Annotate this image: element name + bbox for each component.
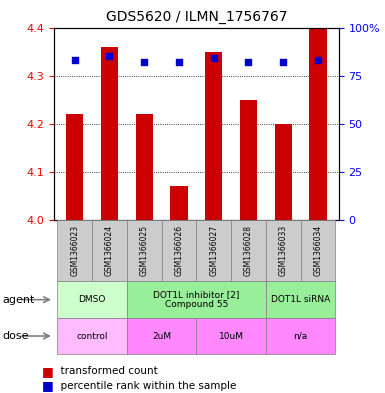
Text: GSM1366034: GSM1366034 — [313, 225, 323, 276]
Text: GSM1366026: GSM1366026 — [174, 225, 184, 276]
Bar — [57, 318, 127, 354]
Bar — [127, 318, 196, 354]
Text: ■: ■ — [42, 379, 54, 393]
Bar — [266, 220, 301, 281]
Bar — [170, 186, 187, 220]
Point — [72, 57, 78, 63]
Text: GSM1366024: GSM1366024 — [105, 225, 114, 276]
Bar — [301, 220, 335, 281]
Text: percentile rank within the sample: percentile rank within the sample — [54, 381, 236, 391]
Point — [280, 59, 286, 65]
Bar — [266, 318, 335, 354]
Point — [211, 55, 217, 61]
Bar — [196, 318, 266, 354]
Text: DOT1L inhibitor [2]
Compound 55: DOT1L inhibitor [2] Compound 55 — [153, 290, 239, 309]
Bar — [309, 28, 326, 220]
Bar — [266, 281, 335, 318]
Point — [141, 59, 147, 65]
Text: 2uM: 2uM — [152, 332, 171, 340]
Text: GSM1366023: GSM1366023 — [70, 225, 79, 276]
Text: GSM1366028: GSM1366028 — [244, 225, 253, 276]
Point — [106, 53, 112, 59]
Text: GSM1366033: GSM1366033 — [279, 225, 288, 276]
Text: GSM1366027: GSM1366027 — [209, 225, 218, 276]
Text: DOT1L siRNA: DOT1L siRNA — [271, 295, 330, 304]
Text: ■: ■ — [42, 365, 54, 378]
Bar — [231, 220, 266, 281]
Bar — [136, 114, 153, 220]
Point — [245, 59, 251, 65]
Bar — [275, 124, 292, 220]
Bar — [127, 281, 266, 318]
Bar — [57, 220, 92, 281]
Bar — [127, 220, 162, 281]
Bar — [205, 51, 223, 220]
Text: GSM1366025: GSM1366025 — [140, 225, 149, 276]
Point — [315, 57, 321, 63]
Bar — [92, 220, 127, 281]
Bar — [66, 114, 84, 220]
Bar — [196, 220, 231, 281]
Text: 10uM: 10uM — [219, 332, 244, 340]
Text: control: control — [76, 332, 108, 340]
Text: DMSO: DMSO — [79, 295, 106, 304]
Text: transformed count: transformed count — [54, 366, 157, 376]
Point — [176, 59, 182, 65]
Bar — [162, 220, 196, 281]
Bar — [240, 100, 257, 220]
Bar — [101, 47, 118, 220]
Bar — [57, 281, 127, 318]
Text: agent: agent — [2, 295, 34, 305]
Text: dose: dose — [2, 331, 28, 341]
Title: GDS5620 / ILMN_1756767: GDS5620 / ILMN_1756767 — [105, 10, 287, 24]
Text: n/a: n/a — [293, 332, 308, 340]
